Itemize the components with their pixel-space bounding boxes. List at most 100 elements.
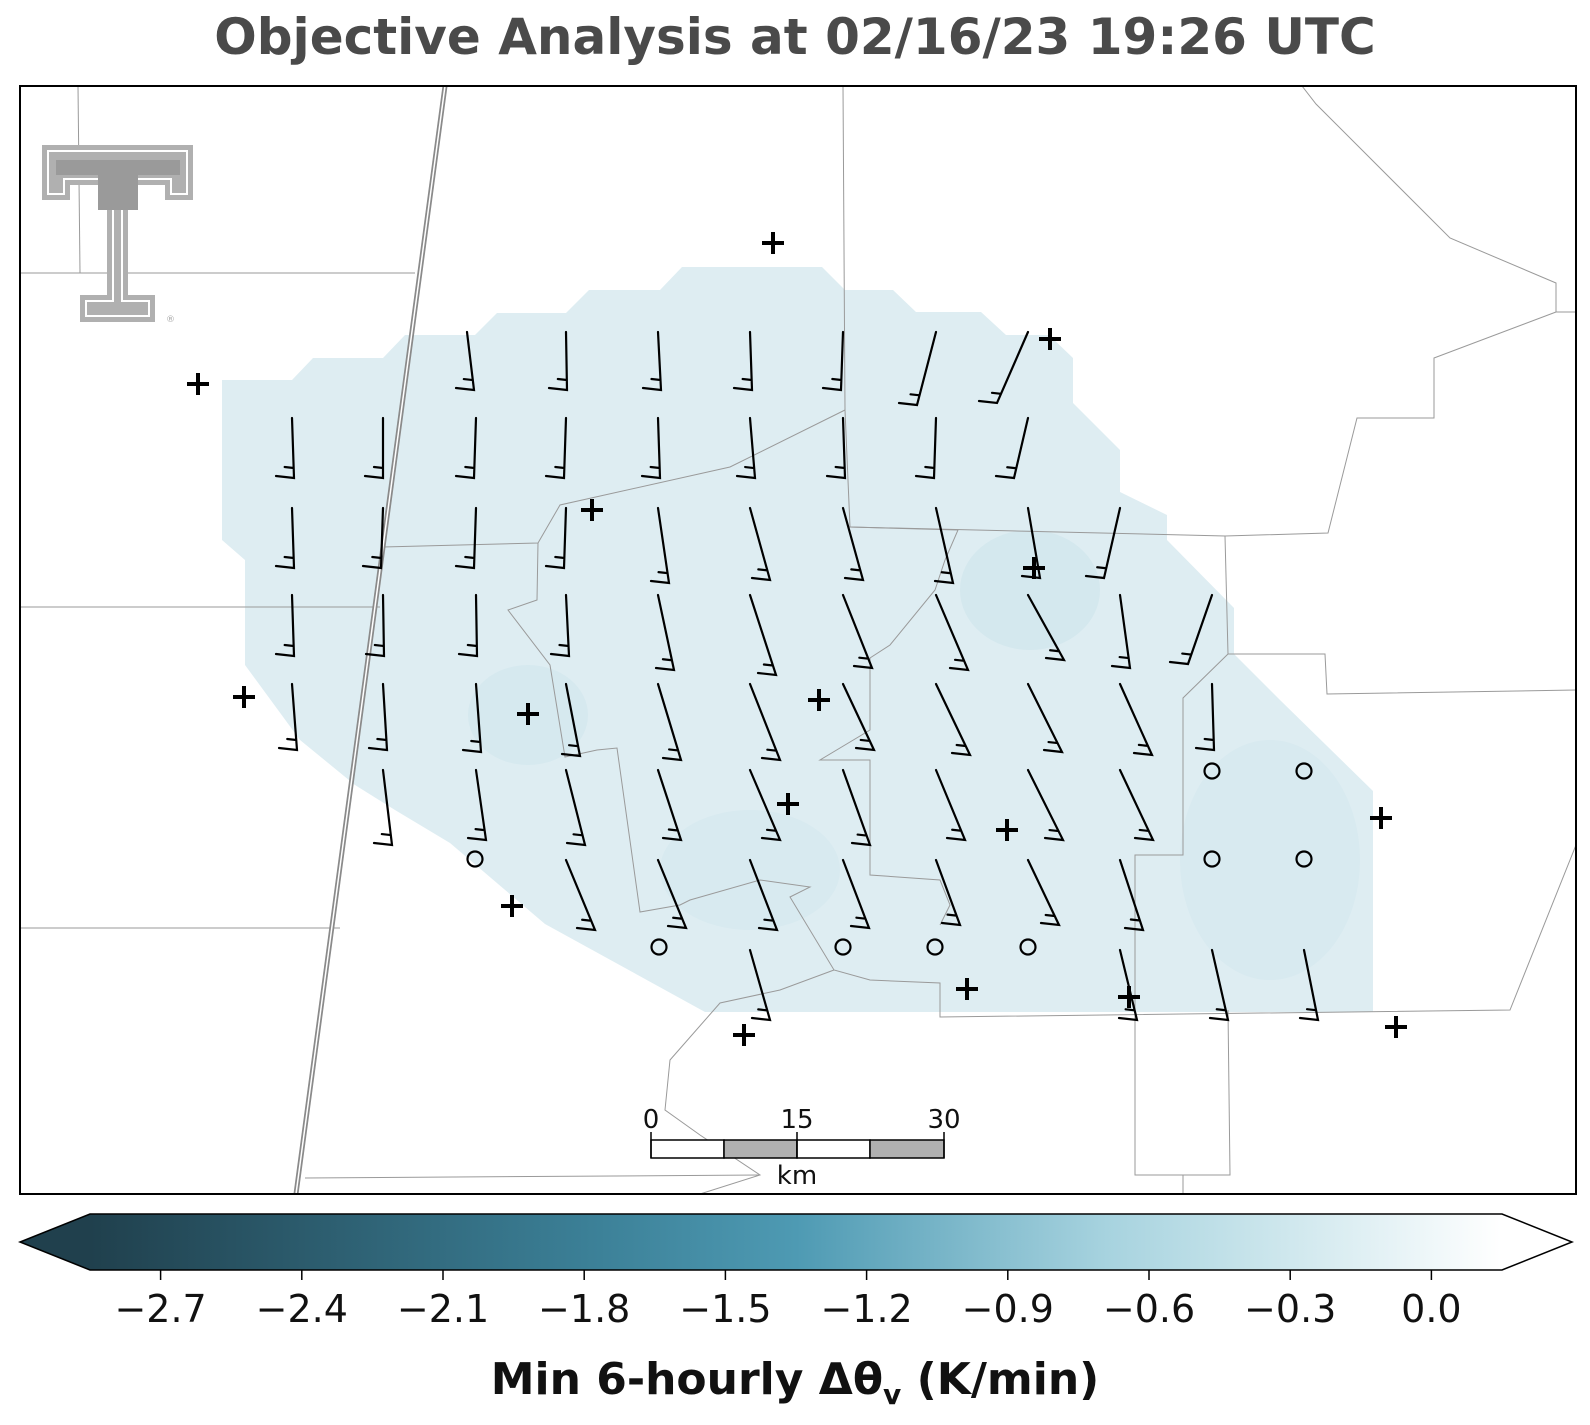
station-circle-marker [650,938,668,956]
wind-barb [363,416,385,480]
wind-barb [649,506,671,585]
map-frame [19,85,1577,1195]
wind-barb [564,858,597,932]
wind-barb [454,330,476,392]
county-boundaries [20,86,1576,1194]
wind-barb [841,682,876,752]
wind-barb [1117,948,1139,1022]
wind-barb [897,330,938,407]
colorbar-tick-label: −2.7 [114,1287,206,1331]
wind-barb [466,768,488,842]
wind-barbs [274,330,1320,1022]
wind-barb [549,593,571,658]
wind-barb [641,330,663,392]
wind-barb [748,682,782,762]
wind-barb [748,858,779,932]
station-plus-marker [233,686,255,708]
station-plus-marker [1118,986,1140,1008]
wind-barb [735,416,757,480]
station-plus-marker [777,793,799,815]
wind-barb [656,682,683,762]
station-circle-marker [466,850,484,868]
station-circle-marker [926,938,944,956]
wind-barb [1168,593,1214,666]
station-plus-marker [501,895,523,917]
texas-tech-logo: ® [42,145,193,325]
wind-barb [544,506,568,570]
colorbar-label: Min 6-hourly Δθv (K/min) [0,1354,1590,1411]
analysis-contour [1180,740,1360,980]
scale-label-0: 0 [643,1105,660,1135]
wind-barb [933,506,955,585]
wind-barb [372,768,394,847]
station-plus-marker [517,703,539,725]
scale-label-30: 30 [927,1105,960,1135]
station-plus-marker [187,373,209,395]
wind-barb [934,768,967,842]
station-plus-marker [1023,557,1045,579]
station-plus-marker [1370,807,1392,829]
wind-barb [1208,948,1230,1022]
wind-barb [1118,858,1145,932]
colorbar: −2.7 −2.4 −2.1 −1.8 −1.5 −1.2 −0.9 −0.6 −0.3 0.0 [17,1213,1575,1331]
station-plus-marker [1385,1016,1407,1038]
wind-barb [367,682,389,752]
station-circle-marker [1295,850,1313,868]
wind-barb [748,768,782,842]
wind-barb [821,330,845,392]
wind-barb [934,682,972,757]
station-circle-marker [1203,762,1221,780]
wind-barb [640,416,662,480]
wind-barb [560,682,582,758]
wind-barb [841,858,871,930]
analysis-field [222,267,1373,1012]
wind-barb [547,330,569,392]
wind-barb [934,593,970,672]
logo-registered-mark: ® [166,315,175,325]
wind-barb [1026,858,1061,927]
wind-barb [1118,768,1155,842]
wind-barb [748,593,778,677]
scale-unit: km [777,1161,817,1191]
wind-barb [277,682,299,752]
colorbar-extend-max [1502,1214,1572,1270]
page-title: Objective Analysis at 02/16/23 19:26 UTC [214,8,1376,66]
wind-barb [841,593,874,670]
colorbar-extend-min [20,1214,90,1270]
wind-barb [914,416,938,480]
wind-barb [457,593,479,658]
colorbar-tick-label: 0.0 [1401,1287,1461,1331]
station-circle-marker [1295,762,1313,780]
wind-barb [564,768,587,847]
analysis-contour [960,530,1100,650]
colorbar-tick-label: −2.1 [397,1287,489,1331]
colorbar-label-main: Min 6-hourly Δθ [490,1354,884,1405]
scale-label-15: 15 [780,1105,813,1135]
wind-barb [1084,506,1122,580]
scale-bar: 0 15 30 km [643,1105,961,1191]
wind-barb [1194,682,1216,752]
wind-barb [364,593,386,658]
wind-barb [1026,593,1066,662]
wind-barb [461,682,483,754]
station-circle-marker [834,938,852,956]
station-plus-marker [956,978,978,1000]
colorbar-tick-label: −0.6 [1103,1287,1195,1331]
analysis-contour [660,810,840,930]
station-plus-marker [733,1024,755,1046]
wind-barb [994,416,1030,480]
station-plus-marker [581,499,603,521]
wind-barb [1118,682,1154,757]
wind-barb [1026,682,1064,754]
colorbar-fill [90,1214,1502,1270]
colorbar-label-unit: (K/min) [901,1354,1100,1405]
wind-barb [1026,768,1065,842]
station-plus-marker [762,232,784,254]
wind-barb [732,330,754,392]
colorbar-tick-label: −1.8 [538,1287,630,1331]
wind-barb [1298,948,1320,1022]
station-plus-marker [808,689,830,711]
wind-barb [934,858,962,927]
wind-barb [454,506,478,570]
